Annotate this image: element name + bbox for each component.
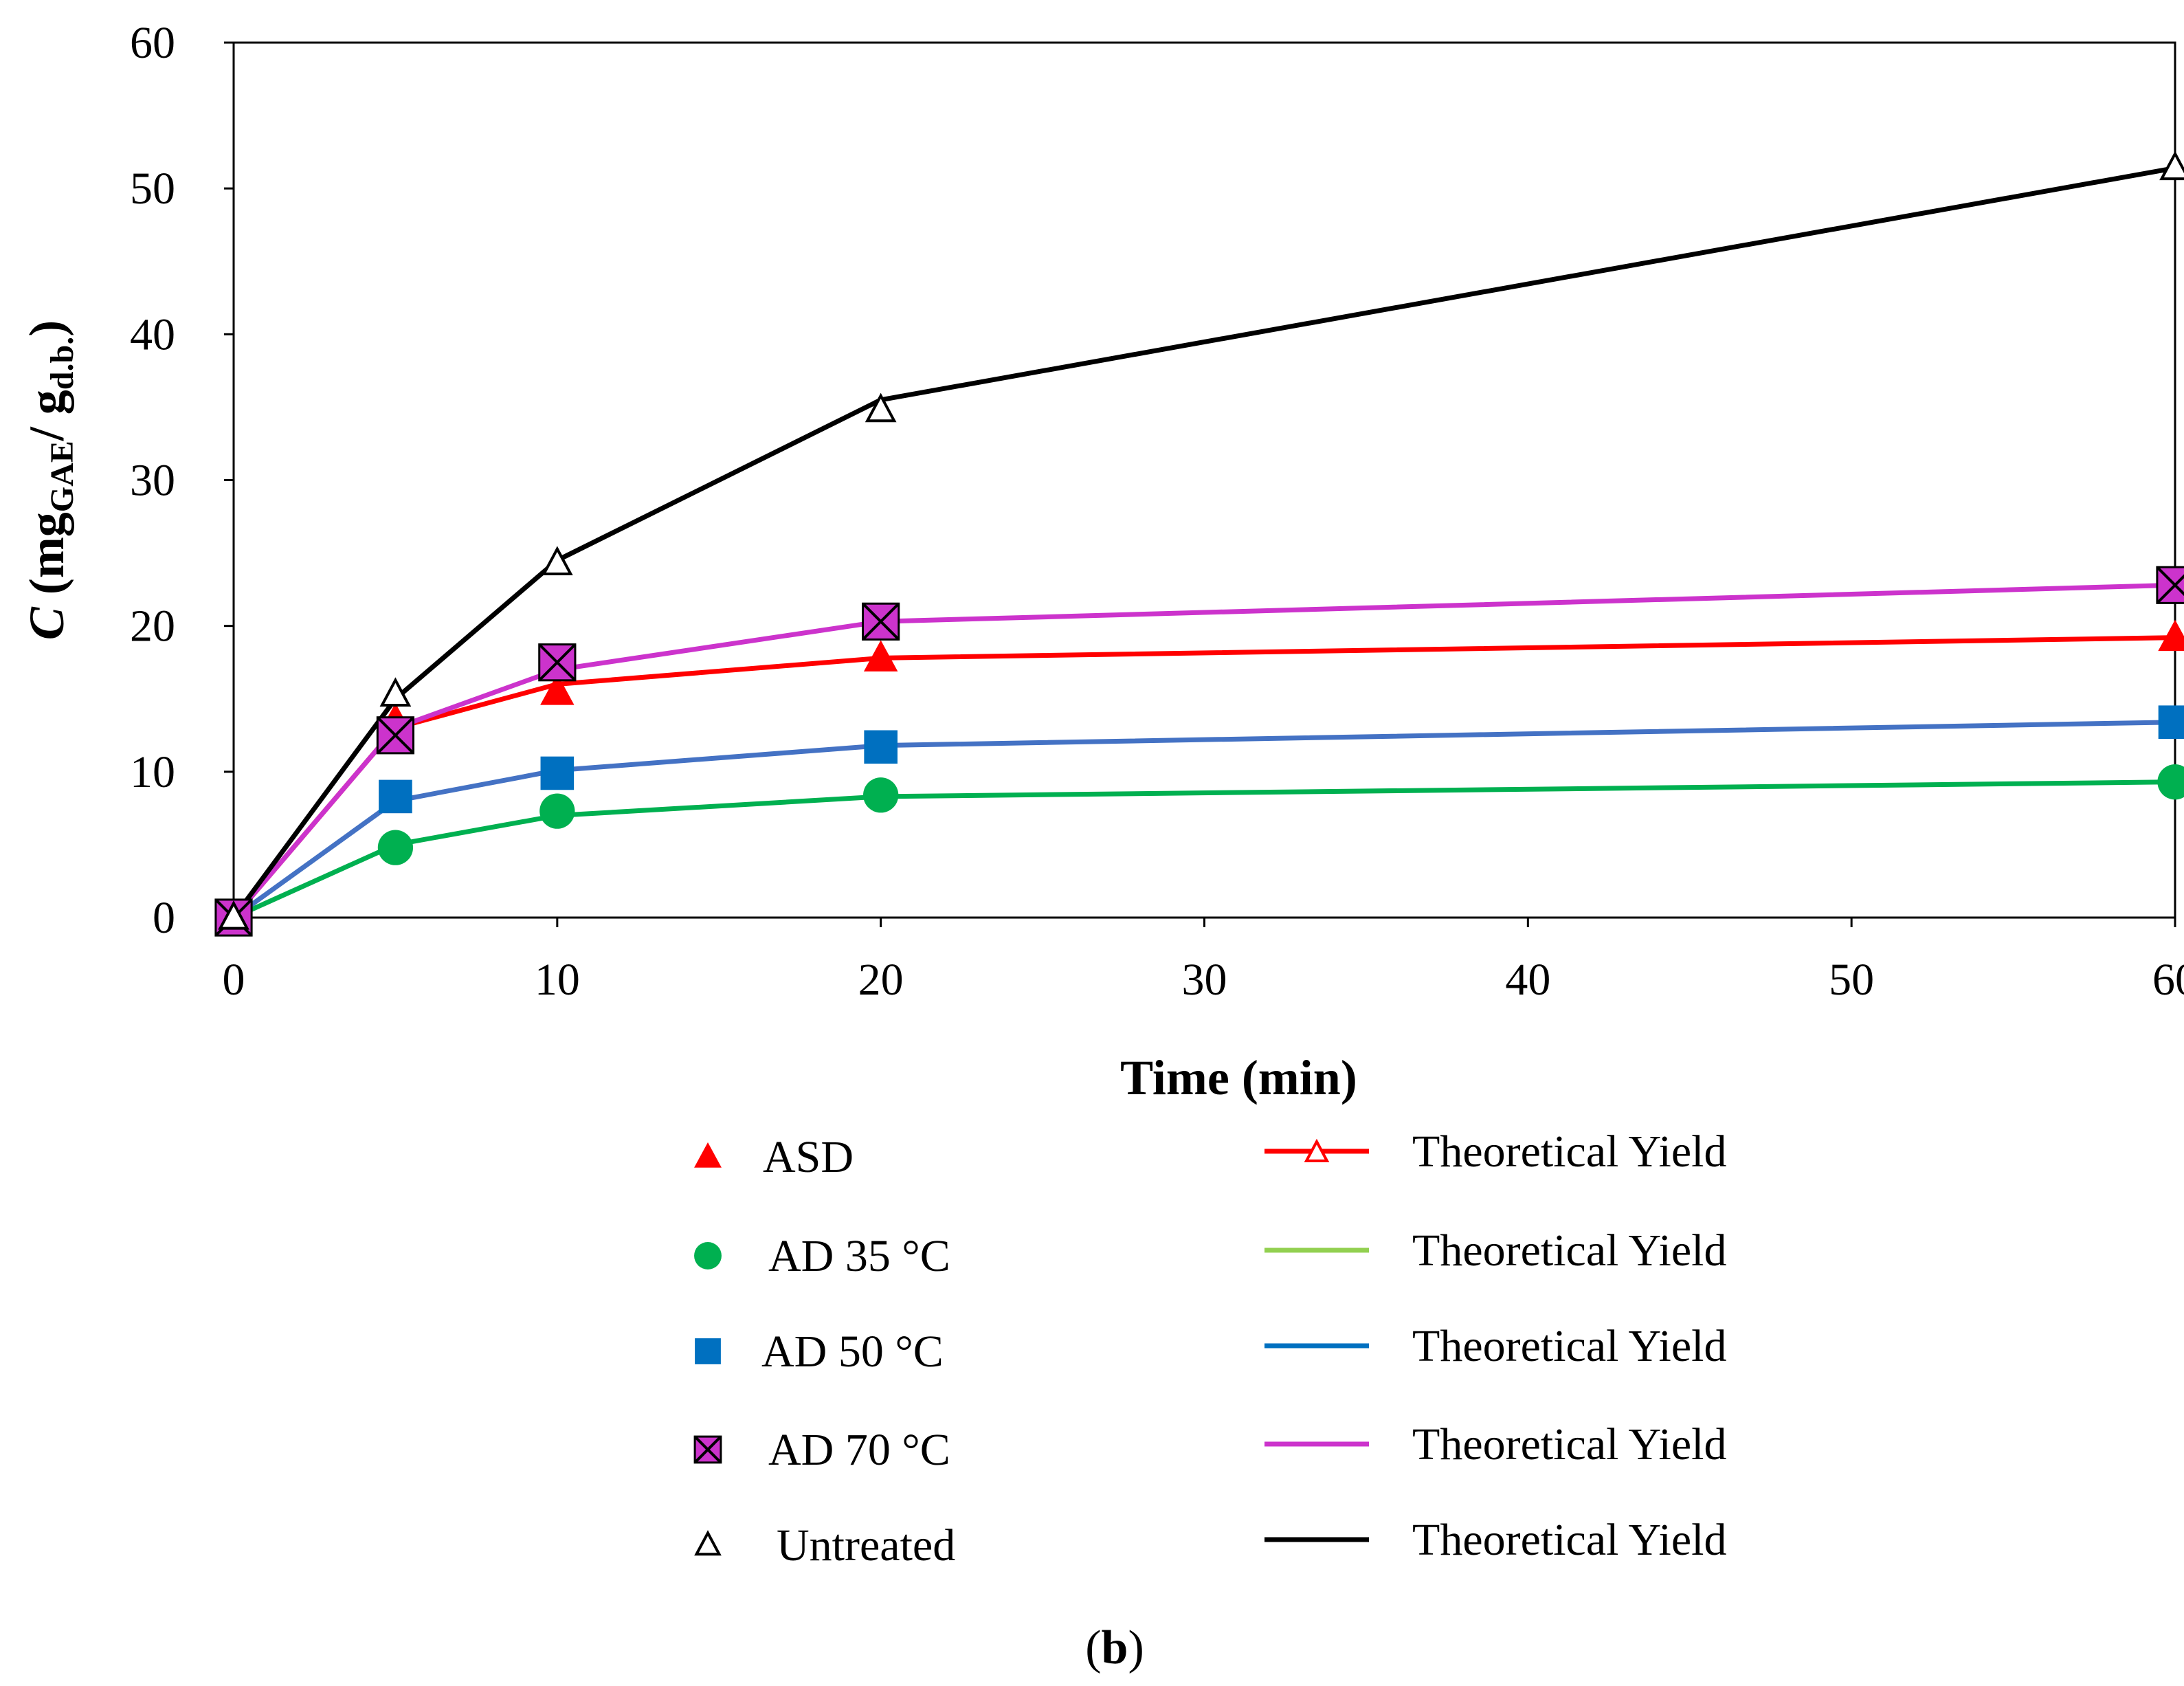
data-markers	[214, 151, 2184, 937]
y-tick-label: 0	[153, 893, 175, 943]
legend-row-ad-50-c: AD 50 °C Theoretical Yield	[695, 1321, 1727, 1377]
legend-row-ad-35-c: AD 35 °C Theoretical Yield	[694, 1225, 1727, 1281]
point-asd	[863, 640, 898, 672]
legend-row-asd: ASD Theoretical Yield	[694, 1127, 1727, 1182]
series-ad-70-c-markers	[214, 566, 2184, 937]
x-tick-label: 40	[1505, 955, 1550, 1005]
caption-open: (	[1085, 1621, 1101, 1674]
legend-label-asd: ASD	[763, 1132, 854, 1182]
y-axis-unit-sub1: GAE	[44, 441, 80, 512]
point-ad-35-c	[539, 793, 575, 829]
caption-close: )	[1128, 1621, 1144, 1674]
point-ad-50-c	[864, 730, 898, 764]
point-ad-50-c	[379, 779, 412, 814]
point-asd	[540, 674, 575, 705]
y-axis-unit-sub2: d.b.	[44, 337, 80, 390]
point-untreated	[218, 900, 249, 930]
point-untreated	[865, 392, 897, 423]
point-ad-70-c	[376, 716, 415, 755]
point-untreated	[379, 677, 412, 707]
axes	[224, 41, 2176, 927]
figure-caption: (b)	[1085, 1621, 1144, 1674]
x-axis-title: Time (min)	[1120, 1050, 1357, 1105]
point-ad-35-c	[377, 830, 414, 865]
series-asd-markers	[216, 619, 2184, 931]
legend-row-untreated: Untreated Theoretical Yield	[694, 1515, 1727, 1571]
legend-fit-label-asd: Theoretical Yield	[1412, 1127, 1727, 1177]
fit-line-ad-35-c	[232, 779, 2176, 920]
legend-fit-label-ad-50-c: Theoretical Yield	[1412, 1321, 1727, 1371]
legend: ASD Theoretical Yield AD 35 °C Theoretical …	[693, 1127, 1727, 1571]
point-ad-50-c	[2158, 705, 2184, 739]
point-asd	[2158, 619, 2184, 652]
legend-marker-ad-35-c	[694, 1242, 722, 1269]
legend-line-marker-asd	[1304, 1138, 1330, 1162]
y-tick-label: 10	[130, 747, 175, 797]
legend-label-ad-70-c: AD 70 °C	[768, 1425, 950, 1475]
legend-marker-ad-70-c	[693, 1435, 722, 1464]
point-ad-50-c	[540, 756, 575, 790]
legend-label-untreated: Untreated	[777, 1520, 955, 1571]
y-axis-unit-close: )	[19, 320, 74, 337]
legend-row-ad-70-c: AD 70 °C Theoretical Yield	[693, 1419, 1727, 1475]
x-tick-label: 10	[535, 955, 580, 1005]
point-ad-35-c	[2157, 764, 2184, 800]
x-tick-label: 60	[2152, 955, 2184, 1005]
point-ad-70-c-cross-b	[376, 716, 414, 755]
plot-area	[214, 41, 2184, 937]
legend-fit-label-ad-70-c: Theoretical Yield	[1412, 1419, 1727, 1469]
y-tick-label: 30	[130, 456, 175, 506]
legend-label-ad-35-c: AD 35 °C	[768, 1231, 950, 1281]
legend-label-ad-50-c: AD 50 °C	[761, 1327, 944, 1377]
y-axis-symbol: C	[19, 606, 74, 640]
y-tick-label: 20	[130, 601, 175, 652]
caption-letter: b	[1102, 1621, 1128, 1674]
point-untreated	[2159, 151, 2184, 181]
point-ad-70-c	[862, 602, 900, 641]
y-axis-unit-open: (mg	[19, 512, 74, 607]
fit-line-untreated	[232, 166, 2176, 920]
point-ad-70-c-cross-b	[2156, 574, 2184, 604]
legend-marker-ad-50-c	[695, 1338, 721, 1364]
y-tick-label: 50	[130, 164, 175, 214]
y-axis-title: C (mgGAE/ gd.b.)	[19, 320, 80, 640]
legend-marker-ad-70-c-cross-b	[693, 1435, 722, 1464]
legend-marker-untreated	[694, 1530, 722, 1556]
series-untreated-markers	[218, 151, 2184, 930]
x-tick-label: 30	[1182, 955, 1227, 1005]
x-tick-label: 20	[858, 955, 904, 1005]
point-ad-70-c	[538, 643, 577, 682]
legend-marker-asd	[694, 1142, 722, 1168]
fit-lines	[232, 166, 2176, 920]
fit-line-ad-70-c	[232, 582, 2176, 920]
point-ad-35-c	[863, 777, 899, 813]
y-tick-label: 40	[130, 309, 175, 359]
y-axis-unit-slash: / g	[19, 390, 74, 441]
x-tick-label: 50	[1829, 955, 1874, 1005]
x-tick-label: 0	[223, 955, 245, 1005]
y-tick-label: 60	[130, 18, 175, 68]
point-untreated	[541, 546, 573, 576]
legend-fit-label-untreated: Theoretical Yield	[1412, 1515, 1727, 1565]
point-ad-70-c-cross-b	[862, 602, 900, 641]
point-ad-70-c-cross-b	[538, 643, 577, 682]
point-ad-70-c	[2156, 566, 2184, 604]
series-ad-35-c-markers	[216, 764, 2184, 935]
tick-labels: 0 10 20 30 40 50 60 0 10 20 30 40 50 60	[130, 18, 2184, 1005]
legend-fit-label-ad-35-c: Theoretical Yield	[1412, 1225, 1727, 1276]
